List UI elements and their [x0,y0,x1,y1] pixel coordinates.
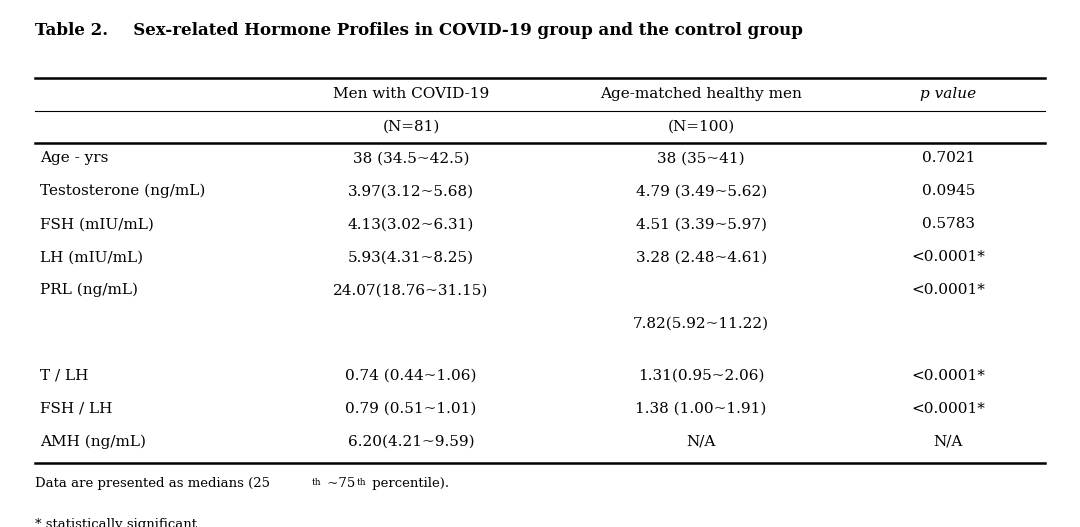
Text: 4.51 (3.39~5.97): 4.51 (3.39~5.97) [636,217,767,231]
Text: N/A: N/A [933,435,963,449]
Text: 1.31(0.95~2.06): 1.31(0.95~2.06) [638,369,765,383]
Text: p value: p value [920,87,976,101]
Text: PRL (ng/mL): PRL (ng/mL) [40,283,138,297]
Text: 0.7021: 0.7021 [921,151,975,165]
Text: 3.28 (2.48~4.61): 3.28 (2.48~4.61) [635,250,767,264]
Text: Table 2.: Table 2. [35,22,108,39]
Text: FSH (mIU/mL): FSH (mIU/mL) [40,217,154,231]
Text: 24.07(18.76~31.15): 24.07(18.76~31.15) [334,284,489,297]
Text: 3.97(3.12~5.68): 3.97(3.12~5.68) [348,184,474,198]
Text: Age - yrs: Age - yrs [40,151,109,165]
Text: Data are presented as medians (25: Data are presented as medians (25 [35,477,270,490]
Text: Men with COVID-19: Men with COVID-19 [333,87,489,101]
Text: AMH (ng/mL): AMH (ng/mL) [40,435,147,449]
Text: (N=81): (N=81) [382,120,440,134]
Text: percentile).: percentile). [368,477,449,490]
Text: th: th [356,478,366,487]
Text: 0.5783: 0.5783 [922,217,975,231]
Text: 7.82(5.92~11.22): 7.82(5.92~11.22) [633,316,769,330]
Text: 38 (34.5~42.5): 38 (34.5~42.5) [353,151,470,165]
Text: <0.0001*: <0.0001* [912,402,985,416]
Text: 4.79 (3.49~5.62): 4.79 (3.49~5.62) [635,184,767,198]
Text: * statistically significant: * statistically significant [35,518,197,527]
Text: 0.0945: 0.0945 [921,184,975,198]
Text: 0.79 (0.51~1.01): 0.79 (0.51~1.01) [346,402,476,416]
Text: LH (mIU/mL): LH (mIU/mL) [40,250,144,264]
Text: ~75: ~75 [323,477,355,490]
Text: 5.93(4.31~8.25): 5.93(4.31~8.25) [348,250,474,264]
Text: T / LH: T / LH [40,369,89,383]
Text: 38 (35~41): 38 (35~41) [658,151,745,165]
Text: th: th [311,478,321,487]
Text: (N=100): (N=100) [667,120,734,134]
Text: Age-matched healthy men: Age-matched healthy men [600,87,802,101]
Text: Testosterone (ng/mL): Testosterone (ng/mL) [40,184,206,198]
Text: 1.38 (1.00~1.91): 1.38 (1.00~1.91) [635,402,767,416]
Text: FSH / LH: FSH / LH [40,402,112,416]
Text: N/A: N/A [687,435,716,449]
Text: Sex-related Hormone Profiles in COVID-19 group and the control group: Sex-related Hormone Profiles in COVID-19… [116,22,802,39]
Text: 6.20(4.21~9.59): 6.20(4.21~9.59) [348,435,474,449]
Text: <0.0001*: <0.0001* [912,284,985,297]
Text: 0.74 (0.44~1.06): 0.74 (0.44~1.06) [346,369,476,383]
Text: <0.0001*: <0.0001* [912,369,985,383]
Text: <0.0001*: <0.0001* [912,250,985,264]
Text: 4.13(3.02~6.31): 4.13(3.02~6.31) [348,217,474,231]
